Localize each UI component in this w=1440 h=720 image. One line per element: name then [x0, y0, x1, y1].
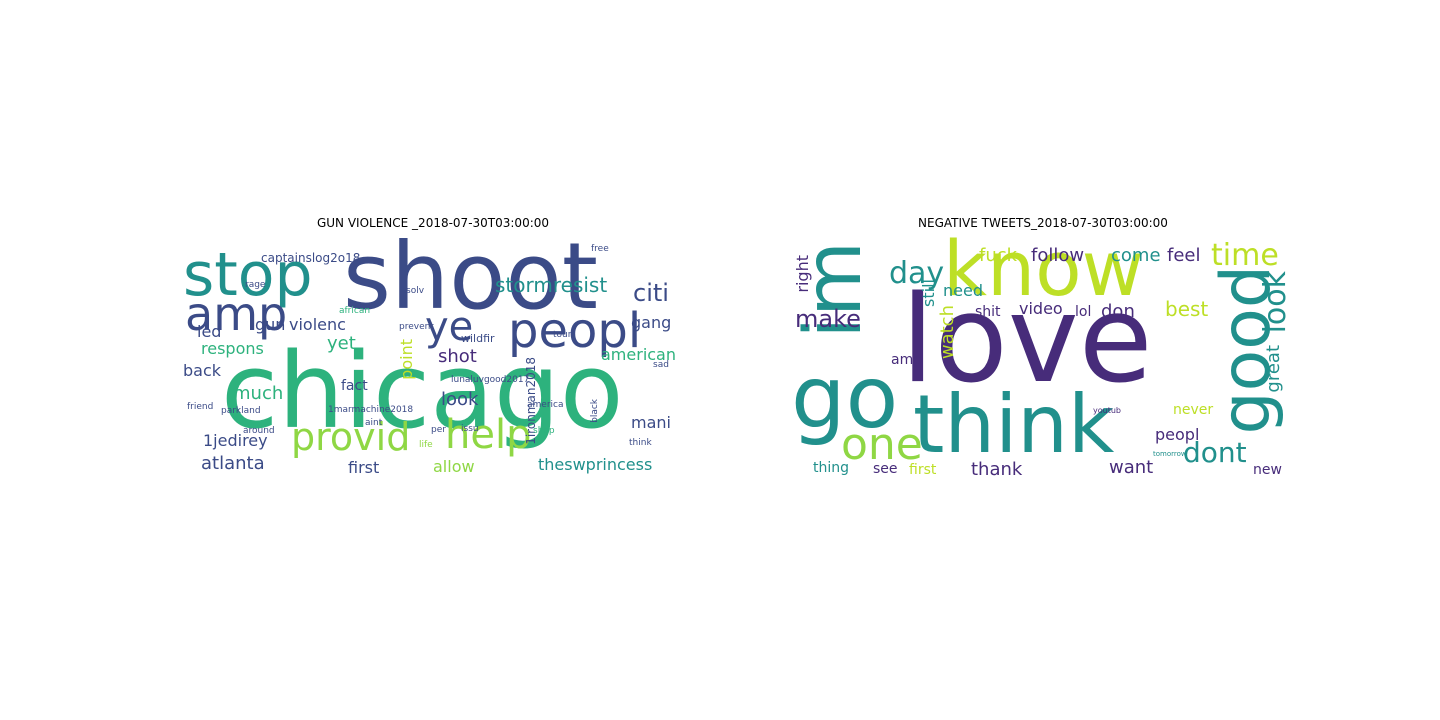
- word-american: american: [601, 345, 676, 364]
- word-per: per: [431, 425, 446, 435]
- word-first: first: [909, 462, 937, 478]
- word-yet: yet: [327, 333, 356, 354]
- word-see: see: [873, 461, 898, 477]
- word-led: led: [197, 322, 222, 341]
- word-shot: shot: [438, 346, 477, 367]
- word-look: look: [441, 389, 479, 410]
- word-amp: amp: [185, 287, 288, 341]
- word-theswprincess: theswprincess: [538, 455, 653, 474]
- word-youtub: youtub: [1093, 406, 1121, 415]
- word-come: come: [1111, 245, 1161, 266]
- word-look: look: [1258, 271, 1293, 334]
- word-stormresist: stormresist: [495, 273, 608, 297]
- word-video: video: [1019, 299, 1063, 318]
- word-respons: respons: [201, 339, 264, 358]
- word-want: want: [1109, 457, 1154, 478]
- word-fact: fact: [341, 378, 368, 394]
- word-captainslog2o18: captainslog2o18: [261, 251, 361, 265]
- word-go: go: [793, 348, 899, 448]
- word-provid: provid: [291, 415, 411, 459]
- word-great: great: [1263, 345, 1284, 393]
- word-peopl: peopl: [508, 303, 642, 359]
- word-1jedirey: 1jedirey: [203, 431, 268, 450]
- word-solv: solv: [406, 286, 425, 296]
- right-panel-title: NEGATIVE TWEETS_2018-07-30T03:00:00: [918, 216, 1168, 230]
- word-tour: tour: [553, 330, 572, 340]
- word-amp: amp: [891, 352, 923, 368]
- word-much: much: [233, 383, 284, 404]
- word-still: still: [919, 279, 938, 307]
- word-stop: stop: [183, 240, 313, 310]
- word-lunaluvgood2017: lunaluvgood2017: [451, 375, 530, 385]
- word-right: right: [793, 255, 812, 293]
- word-black: black: [590, 399, 600, 423]
- word-watch: watch: [937, 305, 958, 360]
- word-back: back: [183, 361, 222, 380]
- word-parkland: parkland: [221, 406, 261, 416]
- word-time: time: [1211, 238, 1279, 273]
- word-allow: allow: [433, 457, 475, 476]
- word-new: new: [1253, 462, 1282, 478]
- word-never: never: [1173, 402, 1214, 418]
- word-violenc: violenc: [289, 315, 346, 334]
- word-friend: friend: [187, 402, 214, 412]
- word-america: america: [527, 400, 564, 410]
- word-shoot: shoot: [343, 231, 598, 330]
- word-shop: shop: [533, 426, 555, 436]
- word-feel: feel: [1167, 245, 1201, 266]
- word-think: think: [913, 378, 1115, 471]
- word-prevent: prevent: [399, 322, 434, 332]
- word-lol: lol: [1075, 304, 1092, 320]
- word-wildfir: wildfir: [461, 332, 495, 345]
- word-gang: gang: [631, 313, 672, 332]
- word-know: know: [943, 231, 1144, 313]
- word-peopl: peopl: [1155, 425, 1200, 444]
- word-help: help: [445, 412, 532, 458]
- word-aint: aint: [365, 418, 383, 428]
- word-don: don: [1101, 301, 1135, 322]
- word-rage: rage: [245, 280, 266, 290]
- word-atlanta: atlanta: [201, 453, 265, 474]
- word-free: free: [591, 244, 609, 254]
- word-gun: gun: [255, 315, 286, 334]
- word-first: first: [348, 458, 380, 477]
- left-panel-title: GUN VIOLENCE _2018-07-30T03:00:00: [316, 216, 550, 230]
- word-issu: issu: [461, 424, 479, 434]
- word-thank: thank: [971, 459, 1023, 480]
- right-wordcloud-panel: NEGATIVE TWEETS_2018-07-30T03:00:00 love…: [793, 215, 1293, 481]
- word-thing: thing: [813, 460, 850, 476]
- word-point: point: [397, 339, 416, 380]
- word-sad: sad: [653, 360, 669, 370]
- left-wordcloud: chicago shoot stop amp peopl provid help…: [183, 231, 683, 481]
- word-mani: mani: [631, 413, 671, 432]
- word-love: love: [901, 271, 1153, 410]
- word-fuck: fuck: [979, 245, 1018, 266]
- word-around: around: [243, 426, 275, 436]
- word-1marmachine2018: 1marmachine2018: [328, 405, 414, 415]
- word-chicago: chicago: [221, 330, 624, 452]
- word-citi: citi: [633, 279, 669, 307]
- word-follow: follow: [1031, 245, 1085, 266]
- word-best: best: [1165, 297, 1209, 321]
- word-african: african: [339, 306, 371, 316]
- word-make: make: [795, 305, 861, 333]
- word-dont: dont: [1183, 436, 1247, 469]
- left-wordcloud-panel: GUN VIOLENCE _2018-07-30T03:00:00 chicag…: [183, 215, 683, 481]
- word-life: life: [419, 440, 433, 450]
- right-wordcloud: love know im go think good one time look…: [793, 231, 1293, 481]
- word-ye: ye: [425, 304, 474, 350]
- word-shit: shit: [975, 304, 1001, 320]
- word-one: one: [841, 419, 923, 470]
- word-day: day: [889, 256, 945, 291]
- word-tomorrow: tomorrow: [1153, 450, 1187, 458]
- word-think: think: [629, 438, 652, 448]
- word-need: need: [943, 281, 983, 300]
